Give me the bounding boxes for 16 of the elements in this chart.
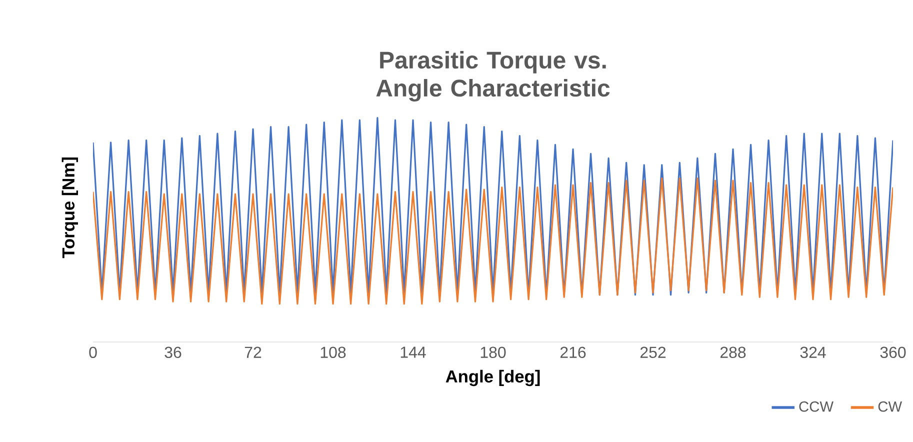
- x-tick-label: 108: [320, 346, 346, 358]
- x-tick-label: 360: [880, 346, 906, 358]
- y-axis-title: Torque [Nm]: [62, 158, 78, 258]
- x-tick-label: 288: [720, 346, 746, 358]
- x-tick-label: 0: [89, 346, 97, 358]
- x-tick-label: 216: [560, 346, 586, 358]
- chart-title: Parasitic Torque vs. Angle Characteristic: [376, 51, 610, 102]
- x-tick-label: 72: [244, 346, 262, 358]
- x-axis-title: Angle [deg]: [446, 370, 540, 386]
- legend-label: CCW: [799, 401, 834, 412]
- x-tick-label: 324: [800, 346, 826, 358]
- legend-label: CW: [878, 401, 902, 412]
- x-tick-label: 36: [164, 346, 182, 358]
- x-tick-label: 252: [640, 346, 666, 358]
- x-tick-label: 144: [400, 346, 426, 358]
- x-tick-label: 180: [480, 346, 506, 358]
